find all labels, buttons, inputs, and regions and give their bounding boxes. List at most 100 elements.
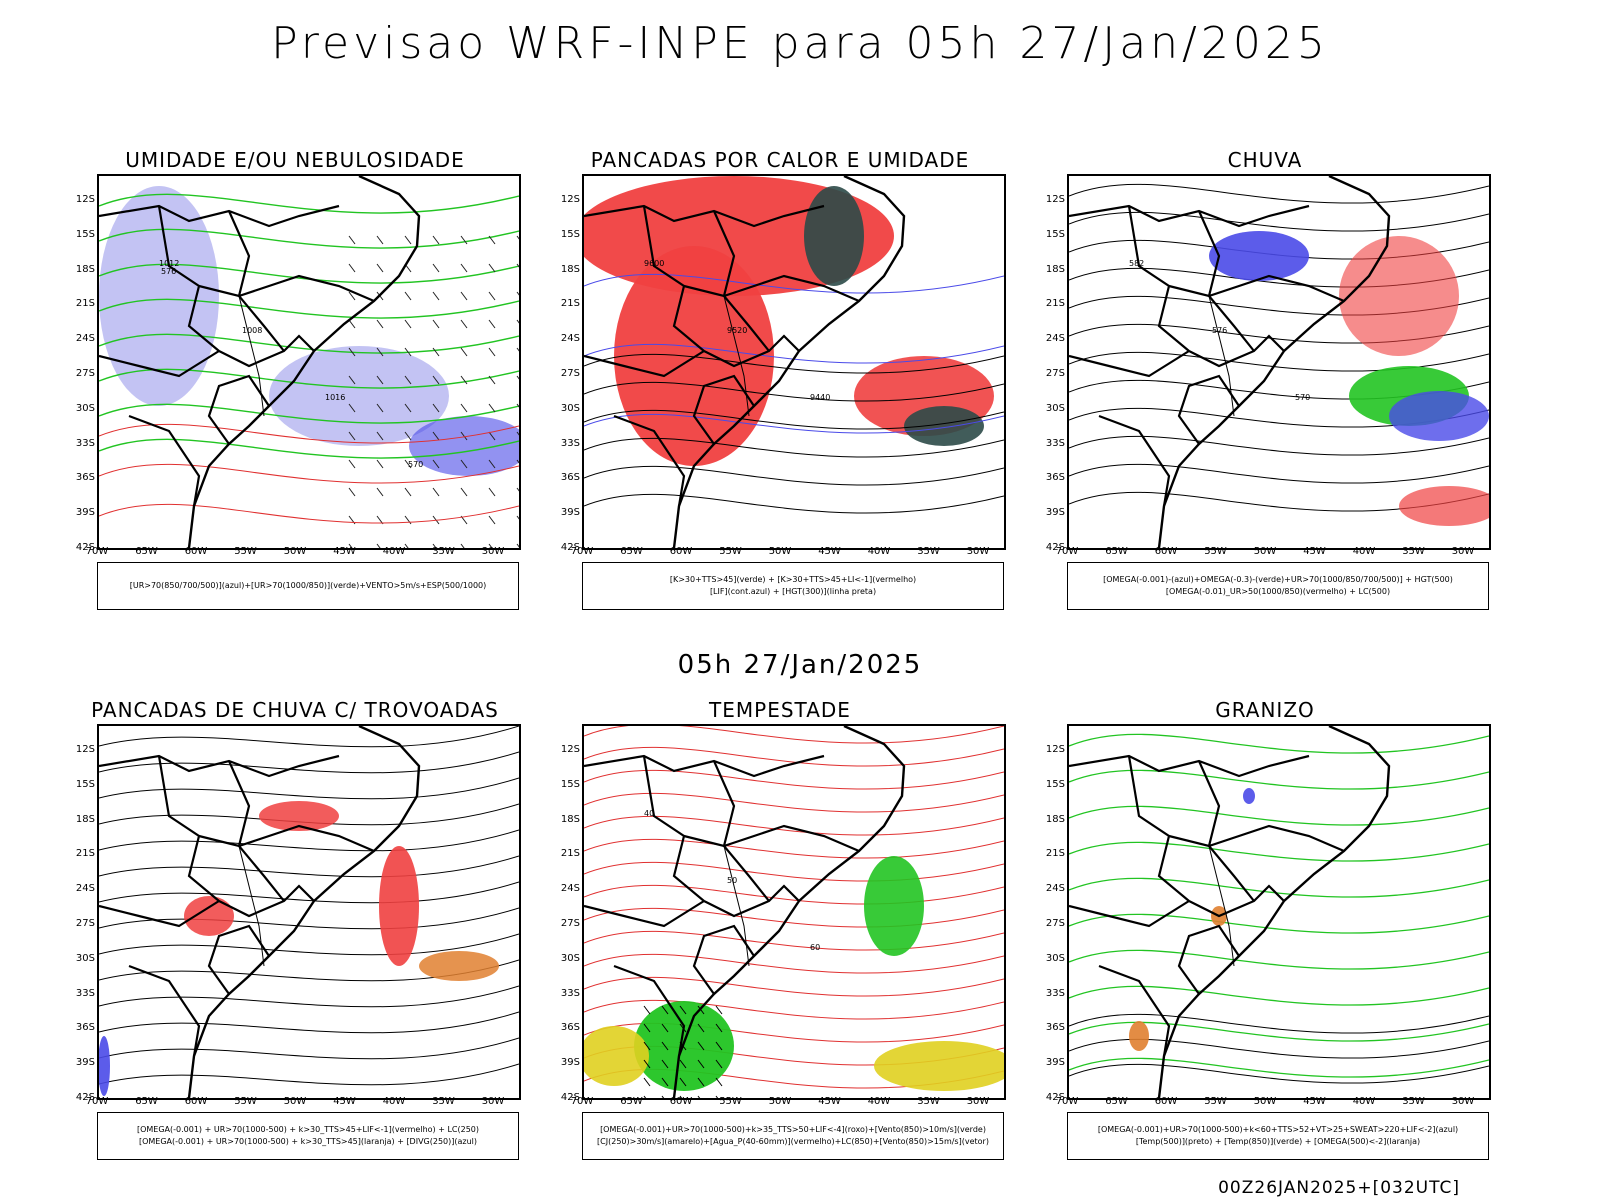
field-blob <box>874 1041 1004 1091</box>
river-line <box>238 295 265 417</box>
contour-line <box>99 463 519 484</box>
field-blob <box>804 186 864 286</box>
lon-tick-label: 45W <box>333 1096 356 1107</box>
wind-vector <box>348 543 353 548</box>
lat-tick-label: 12S <box>75 194 95 205</box>
lat-tick-label: 30S <box>1045 952 1065 964</box>
wind-vector <box>432 375 440 385</box>
wind-vector <box>661 1059 669 1069</box>
lat-tick-label: 21S <box>75 848 95 860</box>
river-line <box>723 845 750 967</box>
wind-vector <box>679 1005 687 1015</box>
lon-tick-label: 30W <box>1451 1096 1475 1107</box>
contour-line <box>99 368 519 389</box>
field-blob <box>1389 391 1489 441</box>
lat-tick-label: 12S <box>560 744 580 755</box>
lon-tick-label: 50W <box>283 546 307 557</box>
field-blob <box>99 186 219 406</box>
contour-label: 50 <box>727 876 737 885</box>
lon-tick-label: 60W <box>1154 1096 1178 1107</box>
wind-vector <box>488 431 496 441</box>
contour-line <box>99 193 519 214</box>
lat-tick-label: 21S <box>1045 298 1065 310</box>
river-line <box>723 295 750 417</box>
map-area: 1012 1008 1016 570 576 <box>97 174 521 550</box>
panel-title: TEMPESTADE <box>709 698 851 722</box>
wind-vector <box>715 1005 723 1015</box>
panel-chuva: CHUVA 582 576 570 12S 15S 18S 21S 24S 27S 30S 33S 36… <box>1045 148 1491 638</box>
field-blob <box>904 406 984 446</box>
legend-box: [UR>70(850/700/500)](azul)+[UR>70(1000/8… <box>97 562 519 610</box>
border-line <box>207 374 270 445</box>
field-blob <box>259 801 339 831</box>
contour-line <box>1069 1057 1489 1078</box>
contour-line <box>584 746 1004 767</box>
river-line <box>1208 845 1235 967</box>
lon-tick-label: 50W <box>768 546 792 557</box>
lon-tick-label: 55W <box>719 1096 742 1107</box>
wind-vector <box>376 543 381 548</box>
lon-tick-label: 60W <box>1154 546 1178 557</box>
wind-vector <box>348 375 356 385</box>
border-line <box>1188 334 1285 368</box>
wind-vector <box>348 403 356 413</box>
wind-vector <box>432 431 440 441</box>
contour-line <box>1069 435 1489 456</box>
contour-label: 9440 <box>810 393 830 402</box>
lat-tick-label: 42S <box>560 542 580 553</box>
border-line <box>207 924 270 995</box>
lon-tick-label: 55W <box>234 1096 257 1107</box>
streamline <box>99 881 519 904</box>
lat-tick-label: 18S <box>560 263 580 275</box>
streamline <box>99 1063 519 1086</box>
legend-line: [OMEGA(-0.001) + UR>70(1000-500) + k>30_… <box>138 1137 478 1146</box>
wind-vector <box>376 235 384 245</box>
valid-time-label: 05h 27/Jan/2025 <box>677 650 923 680</box>
wind-vector <box>460 263 468 273</box>
wind-vector <box>516 431 519 436</box>
lat-tick-label: 39S <box>560 507 580 519</box>
wind-vector <box>376 375 384 385</box>
map-area: 40 50 60 <box>582 724 1006 1100</box>
lat-tick-label: 30S <box>75 952 95 964</box>
wind-vector <box>432 459 440 469</box>
contour-line <box>584 999 1004 1020</box>
wind-vector <box>376 403 384 413</box>
field-blob <box>1399 486 1489 526</box>
border-line <box>198 824 375 853</box>
contour-line <box>584 1022 1004 1043</box>
border-line <box>1098 964 1171 1057</box>
lat-tick-label: 18S <box>1045 813 1065 825</box>
contour-label: 570 <box>408 460 423 469</box>
border-line <box>218 334 315 368</box>
wind-vector <box>697 1023 705 1033</box>
wind-vector <box>516 263 519 268</box>
map-area <box>97 724 521 1100</box>
contour-label: 1008 <box>242 326 262 335</box>
lat-tick-label: 30S <box>560 952 580 964</box>
wind-vector <box>404 319 412 329</box>
field-blob <box>1129 1021 1149 1051</box>
lon-tick-label: 40W <box>382 546 406 557</box>
lon-tick-label: 55W <box>1204 1096 1227 1107</box>
coastline <box>1157 726 1391 1098</box>
lon-tick-label: 40W <box>1352 1096 1376 1107</box>
border-line <box>128 414 201 507</box>
field-blob <box>99 1036 110 1096</box>
field-blob <box>419 951 499 981</box>
lat-tick-label: 36S <box>560 1022 580 1034</box>
wind-vector <box>516 347 519 352</box>
lat-tick-label: 27S <box>1045 918 1065 929</box>
wind-vector <box>697 1041 705 1051</box>
wind-vector <box>460 487 468 497</box>
lon-tick-label: 40W <box>867 1096 891 1107</box>
lon-tick-label: 60W <box>669 546 693 557</box>
legend-line: [Temp(500)](preto) + [Temp(850)](verde) … <box>1135 1137 1421 1146</box>
contour-label: 9520 <box>727 326 747 335</box>
legend-box: [OMEGA(-0.001)+UR>70(1000-500)+k<60+TTS>… <box>1067 1112 1489 1160</box>
lat-tick-label: 12S <box>1045 194 1065 205</box>
wind-vector <box>488 543 493 548</box>
lon-tick-label: 60W <box>669 1096 693 1107</box>
lon-tick-label: 50W <box>1253 546 1277 557</box>
lat-tick-label: 21S <box>560 298 580 310</box>
